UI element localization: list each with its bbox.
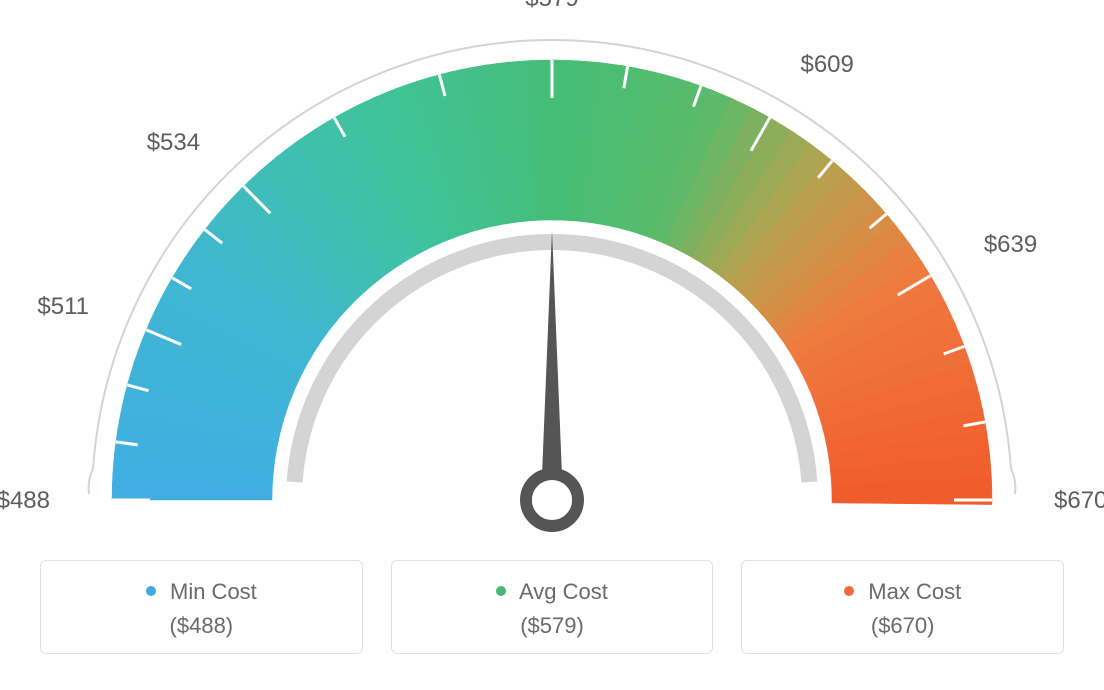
tick-label: $670: [1054, 487, 1104, 514]
dot-icon: [146, 586, 156, 596]
legend-title-text: Avg Cost: [519, 579, 608, 604]
legend-title-max: Max Cost: [752, 579, 1053, 605]
legend-title-text: Max Cost: [868, 579, 961, 604]
legend-value-min: ($488): [51, 613, 352, 639]
tick-label: $488: [0, 487, 50, 514]
legend-row: Min Cost ($488) Avg Cost ($579) Max Cost…: [0, 560, 1104, 654]
gauge-svg: $488 $511 $534 $579 $609 $639 $670: [0, 0, 1104, 560]
tick-label: $639: [984, 231, 1037, 258]
legend-title-avg: Avg Cost: [402, 579, 703, 605]
legend-card-min: Min Cost ($488): [40, 560, 363, 654]
tick-label: $579: [525, 0, 578, 12]
legend-card-avg: Avg Cost ($579): [391, 560, 714, 654]
dot-icon: [844, 586, 854, 596]
tick-label: $609: [800, 51, 853, 78]
legend-card-max: Max Cost ($670): [741, 560, 1064, 654]
gauge-chart: $488 $511 $534 $579 $609 $639 $670: [0, 0, 1104, 560]
tick-label: $511: [37, 293, 89, 320]
legend-title-text: Min Cost: [170, 579, 257, 604]
legend-value-max: ($670): [752, 613, 1053, 639]
tick-label: $534: [147, 129, 200, 156]
legend-title-min: Min Cost: [51, 579, 352, 605]
dot-icon: [496, 586, 506, 596]
legend-value-avg: ($579): [402, 613, 703, 639]
